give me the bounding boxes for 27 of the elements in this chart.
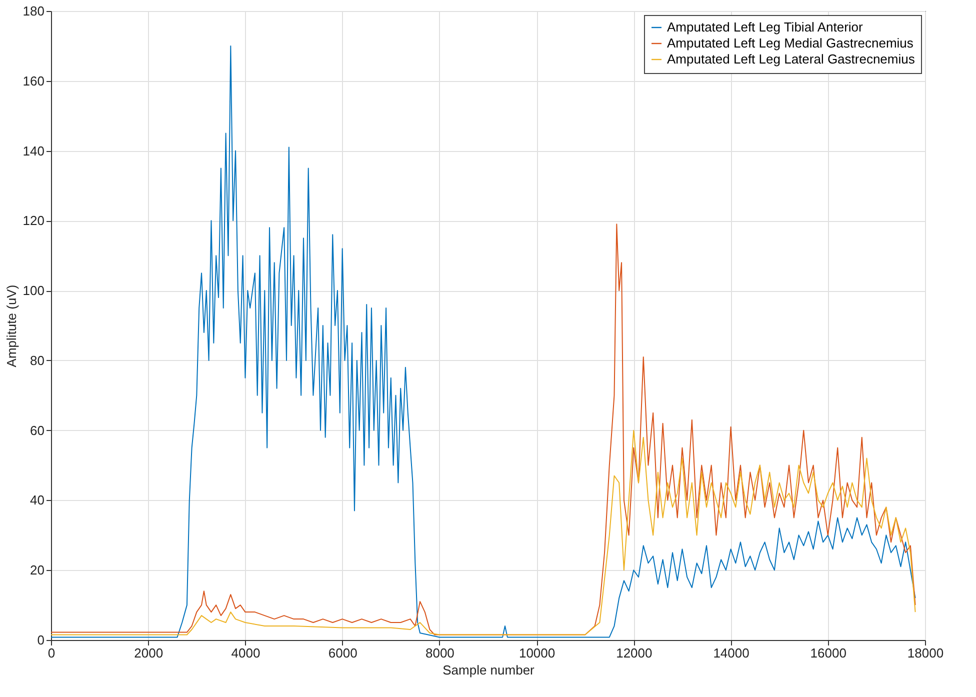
y-tick-label: 80 (30, 352, 44, 368)
x-tick-label: 14000 (713, 646, 750, 660)
x-tick-label: 16000 (810, 646, 846, 660)
line-series (51, 430, 916, 636)
x-axis-title: Sample number (442, 662, 536, 678)
y-tick-label: 60 (30, 422, 44, 438)
x-tick-label: 0 (48, 646, 56, 660)
legend-label: Amputated Left Leg Lateral Gastrecnemius (667, 52, 916, 66)
x-tick-label: 10000 (518, 646, 556, 660)
y-tick-label: 100 (22, 283, 44, 298)
y-tick-label: 160 (22, 73, 44, 88)
x-tick-label: 12000 (616, 646, 652, 660)
y-tick-label: 120 (22, 213, 44, 228)
x-tick-label: 6000 (328, 646, 358, 660)
legend-label: Amputated Left Leg Tibial Anterior (667, 20, 864, 34)
y-tick-label: 0 (37, 632, 44, 648)
y-tick-label: 180 (22, 4, 44, 18)
x-tick-label: 8000 (425, 646, 454, 660)
y-tick-label: 140 (22, 143, 44, 158)
x-tick-label: 4000 (231, 646, 260, 660)
y-tick-label: 40 (30, 492, 44, 508)
y-tick-label: 20 (30, 562, 44, 578)
legend-label: Amputated Left Leg Medial Gastrecnemius (667, 36, 914, 50)
y-axis-title: Amplitute (uV) (4, 284, 19, 368)
x-tick-label: 2000 (134, 646, 164, 660)
x-tick-label: 18000 (907, 646, 944, 660)
line-series (51, 224, 916, 636)
